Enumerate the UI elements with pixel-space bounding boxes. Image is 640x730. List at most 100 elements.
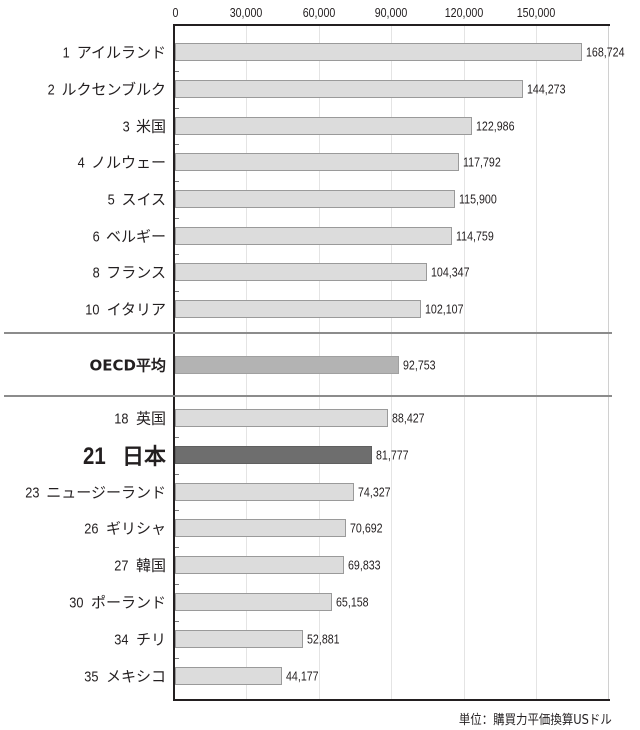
value-label: 52,881 [306, 631, 340, 647]
country-name: ギリシャ [105, 519, 166, 538]
bar [175, 80, 524, 98]
y-minor-tick [175, 584, 179, 585]
bar [175, 153, 460, 171]
value-label: 74,327 [358, 484, 391, 500]
rank-number: 18 [114, 410, 129, 428]
rank-number: 26 [84, 520, 99, 538]
y-axis-line [173, 24, 175, 701]
rank-number: 1 [63, 44, 71, 62]
y-minor-tick [175, 108, 179, 109]
country-name: ポーランド [90, 593, 166, 612]
separator-below-oecd [4, 395, 612, 397]
rank-number: 3 [122, 118, 130, 136]
bar [175, 117, 472, 135]
country-name: 英国 [135, 409, 166, 428]
y-minor-tick [175, 510, 179, 511]
country-name: スイス [121, 190, 166, 209]
y-minor-tick [175, 144, 179, 145]
value-label: 92,753 [402, 357, 436, 373]
unit-note: 単位：購買力平価換算USドル [459, 713, 612, 728]
bar [175, 556, 344, 574]
rank-number: 27 [114, 557, 129, 575]
category-label: 5 スイス [107, 189, 166, 210]
rank-number: 34 [114, 631, 129, 649]
category-label: 18 英国 [113, 408, 166, 429]
category-label: 8 フランス [92, 262, 166, 283]
value-label: 168,724 [586, 44, 625, 60]
x-tick-label: 30,000 [230, 5, 263, 20]
x-tick-label: 90,000 [374, 5, 408, 20]
y-minor-tick [175, 658, 179, 659]
y-minor-tick [175, 181, 179, 182]
bar [175, 630, 303, 648]
value-label: 104,347 [430, 264, 470, 280]
bar [175, 593, 333, 611]
rank-number: 2 [47, 81, 55, 99]
gridline [536, 26, 537, 699]
country-name: OECD平均 [89, 356, 166, 375]
category-label: 27 韓国 [113, 555, 166, 576]
value-label: 44,177 [285, 668, 319, 684]
x-tick-label: 60,000 [302, 5, 336, 20]
bar [175, 190, 455, 208]
category-label: 23 ニュージーランド [24, 482, 166, 503]
y-minor-tick [175, 218, 179, 219]
bar [175, 43, 583, 61]
x-tick-label: 150,000 [516, 5, 556, 20]
value-label: 69,833 [347, 557, 381, 573]
value-label: 115,900 [458, 191, 497, 207]
y-minor-tick [175, 254, 179, 255]
country-name: 韓国 [135, 556, 166, 575]
bar [175, 519, 346, 537]
bar [175, 300, 422, 318]
bar [175, 227, 452, 245]
y-minor-tick [175, 291, 179, 292]
country-name: チリ [135, 630, 166, 649]
category-label: 26 ギリシャ [83, 518, 166, 539]
category-label: 30 ポーランド [68, 592, 166, 613]
y-minor-tick [175, 71, 179, 72]
rank-number: 21 [83, 443, 106, 470]
country-name: ベルギー [105, 227, 166, 246]
value-label: 144,273 [527, 81, 566, 97]
country-name: メキシコ [105, 667, 166, 686]
rank-number: 10 [85, 301, 100, 319]
gridline [464, 26, 465, 699]
value-label: 65,158 [336, 594, 369, 610]
value-label: 117,792 [463, 154, 502, 170]
country-name: 日本 [121, 445, 166, 470]
category-label: 21 日本 [81, 439, 166, 471]
category-label: 3 米国 [122, 116, 166, 137]
value-label: 122,986 [475, 118, 515, 134]
rank-number: 8 [92, 264, 100, 282]
y-minor-tick [175, 547, 179, 548]
x-tick-label: 120,000 [444, 5, 483, 20]
rank-number: 6 [92, 228, 100, 246]
value-label: 102,107 [425, 301, 464, 317]
y-minor-tick [175, 437, 179, 438]
country-name: フランス [106, 263, 166, 282]
rank-number: 23 [24, 484, 40, 502]
bar [175, 356, 399, 374]
rank-number: 5 [107, 191, 115, 209]
x-axis-line-bottom [173, 699, 610, 701]
country-name: ノルウェー [90, 153, 166, 172]
bar [175, 263, 427, 281]
bar [175, 409, 389, 427]
value-label: 88,427 [392, 410, 425, 426]
separator-above-oecd [4, 332, 612, 334]
country-name: 米国 [135, 117, 166, 136]
y-minor-tick [175, 621, 179, 622]
category-label: 2 ルクセンブルク [47, 79, 166, 100]
country-name: アイルランド [76, 43, 166, 62]
category-label: 35 メキシコ [83, 666, 166, 687]
x-tick-label: 0 [172, 5, 179, 20]
value-label: 114,759 [455, 228, 494, 244]
bar [175, 446, 373, 464]
rank-number: 30 [69, 594, 84, 612]
country-name: ルクセンブルク [61, 80, 166, 99]
x-axis-line-top [173, 24, 610, 26]
category-label: 4 ノルウェー [77, 152, 166, 173]
category-label: 34 チリ [113, 629, 166, 650]
